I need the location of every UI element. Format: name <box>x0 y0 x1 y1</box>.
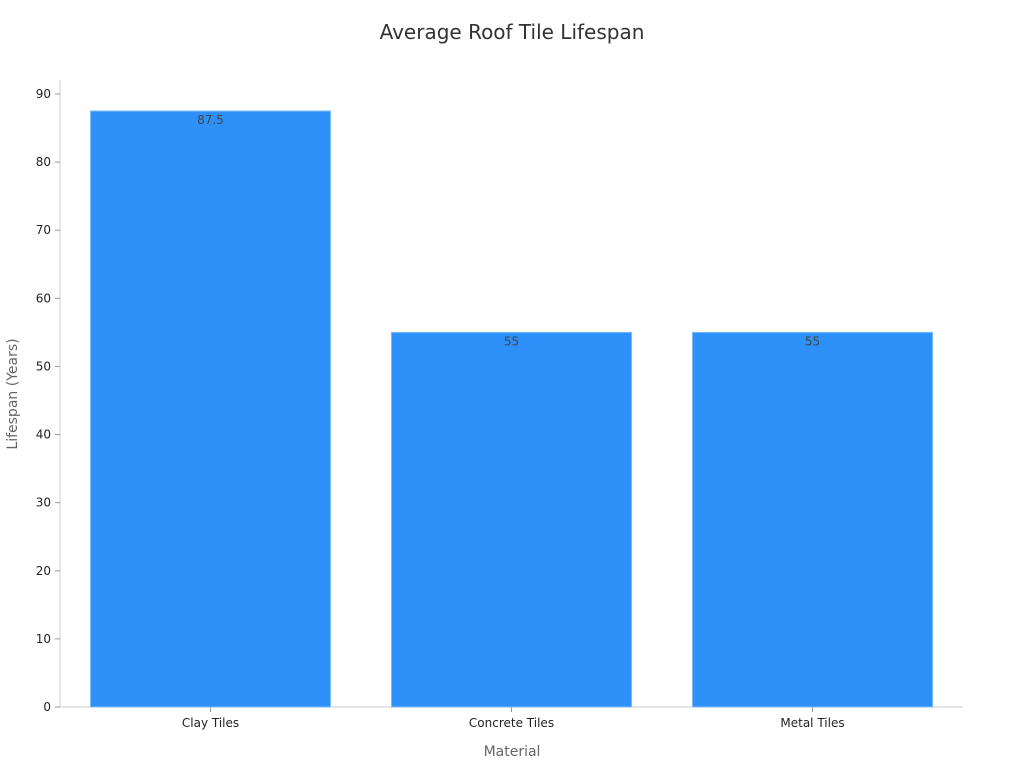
bar-value-label: 55 <box>805 334 820 348</box>
bar-value-label: 87.5 <box>197 113 224 127</box>
y-tick-label: 90 <box>36 87 51 101</box>
y-tick-label: 40 <box>36 428 51 442</box>
y-tick-label: 60 <box>36 291 51 305</box>
x-tick-label: Clay Tiles <box>182 716 239 730</box>
bar-metal-tiles <box>692 331 933 708</box>
y-tick-label: 30 <box>36 496 51 510</box>
x-tick-label: Concrete Tiles <box>469 716 554 730</box>
y-tick-label: 10 <box>36 632 51 646</box>
y-axis-label: Lifespan (Years) <box>5 338 21 449</box>
chart-title: Average Roof Tile Lifespan <box>379 20 645 44</box>
y-tick-label: 80 <box>36 155 51 169</box>
bar-clay-tiles <box>90 110 331 708</box>
y-tick-label: 70 <box>36 223 51 237</box>
y-tick-label: 50 <box>36 359 51 373</box>
bar-concrete-tiles <box>391 331 632 708</box>
x-axis: Clay Tiles Concrete Tiles Metal Tiles <box>60 706 963 730</box>
bars: 87.5 55 55 <box>90 110 933 708</box>
y-axis: 0 10 20 30 40 50 60 70 80 90 <box>36 80 61 714</box>
x-tick-label: Metal Tiles <box>780 716 844 730</box>
bar-value-label: 55 <box>504 334 519 348</box>
y-tick-label: 0 <box>43 700 51 714</box>
x-axis-label: Material <box>484 744 541 760</box>
y-tick-label: 20 <box>36 564 51 578</box>
